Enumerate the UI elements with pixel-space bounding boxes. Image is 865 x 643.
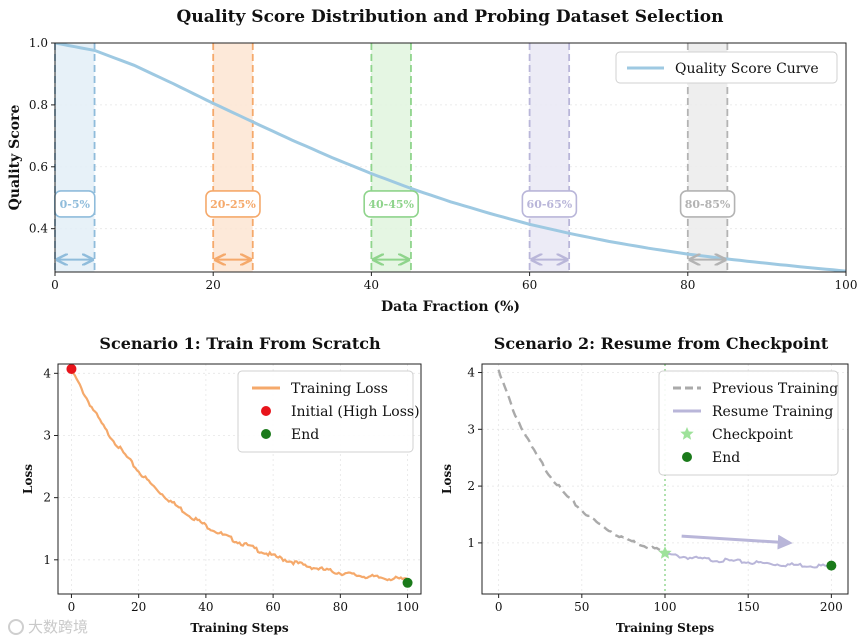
figure-title: Quality Score Distribution and Probing D… <box>177 7 724 27</box>
band-label: 20-25% <box>210 198 256 211</box>
y-tick-label: 3 <box>43 428 51 442</box>
band-label-box <box>521 190 578 218</box>
x-tick-label: 80 <box>333 600 348 614</box>
band-label: 60-65% <box>527 198 573 211</box>
scenario-1-title: Scenario 1: Train From Scratch <box>99 334 381 353</box>
y-tick-label: 4 <box>467 366 475 380</box>
x-axis-label: Training Steps <box>616 621 715 635</box>
y-axis-label: Loss <box>21 464 35 494</box>
watermark-logo-icon <box>8 619 24 635</box>
y-tick-label: 0.6 <box>29 160 48 174</box>
checkpoint-star-marker <box>658 546 672 559</box>
scenario-2-panel: Scenario 2: Resume from Checkpoint 0 50 100… <box>440 334 849 635</box>
end-marker <box>826 560 837 571</box>
resume-direction-arrow <box>681 534 793 550</box>
selection-band <box>529 43 570 272</box>
band-label: 80-85% <box>685 198 731 211</box>
y-tick-label: 3 <box>467 422 475 436</box>
scenario-2-title: Scenario 2: Resume from Checkpoint <box>494 334 829 353</box>
y-tick-label: 2 <box>43 491 51 505</box>
y-tick-label: 1.0 <box>29 36 48 50</box>
x-tick-label: 0 <box>68 600 76 614</box>
y-tick-label: 1 <box>467 536 475 550</box>
end-marker <box>402 577 413 588</box>
y-tick-label: 0.8 <box>29 98 48 112</box>
band-label-box <box>363 190 419 218</box>
legend-swatch-end <box>261 429 271 439</box>
watermark-text: 大数跨境 <box>28 618 88 636</box>
y-tick-label: 1 <box>43 553 51 567</box>
x-tick-label: 150 <box>737 600 760 614</box>
x-tick-label: 100 <box>654 600 677 614</box>
scenario-1-panel: Scenario 1: Train From Scratch 0 20 40 60 80 1… <box>21 334 422 635</box>
resume-training-line <box>664 551 833 569</box>
x-tick-label: 100 <box>835 278 858 292</box>
x-tick-label: 200 <box>820 600 843 614</box>
legend-label: Quality Score Curve <box>675 61 819 77</box>
x-tick-label: 40 <box>198 600 213 614</box>
y-axis-label: Quality Score <box>7 105 23 211</box>
band-label: 0-5% <box>60 198 91 211</box>
selection-band <box>213 43 253 272</box>
band-label-box <box>205 190 261 218</box>
legend-label: Previous Training <box>712 381 838 397</box>
x-tick-label: 40 <box>364 278 379 292</box>
legend-box <box>615 51 838 84</box>
x-tick-label: 60 <box>522 278 537 292</box>
legend-swatch-end <box>682 452 692 462</box>
legend-swatch-checkpoint <box>680 427 694 440</box>
band-label: 40-45% <box>368 198 414 211</box>
band-label-box <box>679 190 736 218</box>
initial-high-loss-marker <box>66 363 77 374</box>
y-tick-label: 4 <box>43 366 51 380</box>
x-axis-label: Data Fraction (%) <box>381 299 520 315</box>
x-tick-label: 100 <box>396 600 419 614</box>
x-tick-label: 0 <box>51 278 59 292</box>
previous-training-line <box>497 369 666 553</box>
training-loss-line <box>70 367 409 582</box>
legend-label: Resume Training <box>712 404 833 420</box>
y-tick-label: 2 <box>467 479 475 493</box>
axes-frame <box>57 363 422 595</box>
quality-score-panel: 0-5% 20-25% 40-45% 60-65% 80-85% 0 20 40 60 80 100… <box>7 36 857 315</box>
x-tick-label: 20 <box>206 278 221 292</box>
x-tick-label: 60 <box>265 600 280 614</box>
legend-box <box>658 370 839 476</box>
x-tick-label: 0 <box>495 600 503 614</box>
legend-box <box>237 370 414 453</box>
legend-label: Training Loss <box>291 381 388 397</box>
legend-swatch-initial <box>261 406 271 416</box>
watermark: 大数跨境 <box>8 618 88 636</box>
y-tick-label: 0.4 <box>29 222 48 236</box>
legend-label: End <box>712 450 740 466</box>
selection-band <box>55 43 95 272</box>
legend-label: Checkpoint <box>712 427 793 443</box>
x-axis-label: Training Steps <box>190 621 289 635</box>
legend-label: Initial (High Loss) <box>291 404 420 420</box>
legend-label: End <box>291 427 319 443</box>
y-axis-label: Loss <box>440 464 454 494</box>
x-tick-label: 80 <box>680 278 695 292</box>
axes-frame <box>54 42 847 273</box>
selection-band <box>371 43 411 272</box>
x-tick-label: 50 <box>574 600 589 614</box>
x-tick-label: 20 <box>131 600 146 614</box>
